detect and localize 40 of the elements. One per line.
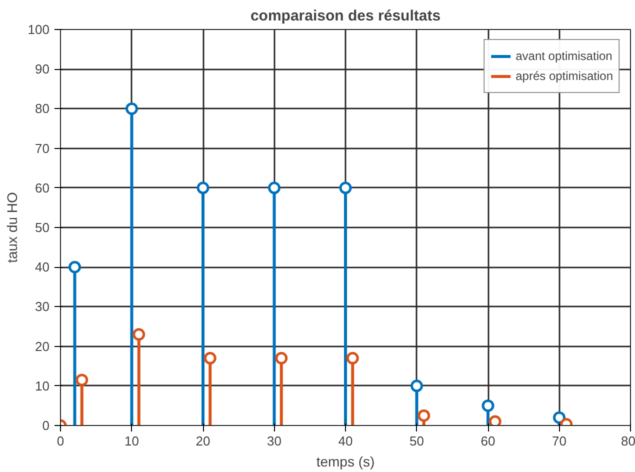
y-tick-label: 90 xyxy=(35,62,50,77)
point xyxy=(68,260,81,274)
point xyxy=(126,102,138,115)
legend-label: aprés optimisation xyxy=(516,69,613,83)
y-tick-label: 100 xyxy=(28,22,50,37)
point xyxy=(553,411,566,424)
point xyxy=(275,352,288,364)
chart-title: comparaison des résultats xyxy=(250,8,441,24)
legend-label: avant optimisation xyxy=(516,49,612,63)
x-tick-label: 20 xyxy=(196,434,210,448)
point xyxy=(488,415,502,426)
y-tick-label: 70 xyxy=(35,140,50,156)
point xyxy=(76,374,88,386)
x-tick-label: 60 xyxy=(480,434,496,448)
x-tick-label: 80 xyxy=(621,434,635,448)
x-tick-label: 50 xyxy=(410,434,424,448)
point xyxy=(482,399,494,412)
y-tick-label: 0 xyxy=(42,418,50,433)
point xyxy=(204,352,216,364)
point xyxy=(339,182,352,194)
point xyxy=(268,182,280,194)
y-axis-title: taux du HO xyxy=(4,192,20,263)
y-tick-label: 50 xyxy=(35,220,50,235)
y-tick-label: 80 xyxy=(35,101,50,116)
point xyxy=(410,380,423,392)
y-tick-label: 30 xyxy=(35,299,50,314)
point xyxy=(132,328,146,341)
y-tick-label: 20 xyxy=(35,338,50,354)
x-axis-title: temps (s) xyxy=(316,454,375,470)
x-tick-label: 0 xyxy=(56,434,64,448)
point xyxy=(418,409,430,422)
point xyxy=(196,182,210,194)
point xyxy=(346,352,359,364)
x-tick-label: 40 xyxy=(338,434,353,448)
y-tick-label: 40 xyxy=(35,260,50,275)
x-tick-label: 10 xyxy=(124,434,139,448)
y-tick-label: 60 xyxy=(35,180,50,196)
y-tick-label: 10 xyxy=(35,378,50,394)
x-tick-label: 30 xyxy=(267,434,282,448)
x-tick-label: 70 xyxy=(552,434,566,448)
